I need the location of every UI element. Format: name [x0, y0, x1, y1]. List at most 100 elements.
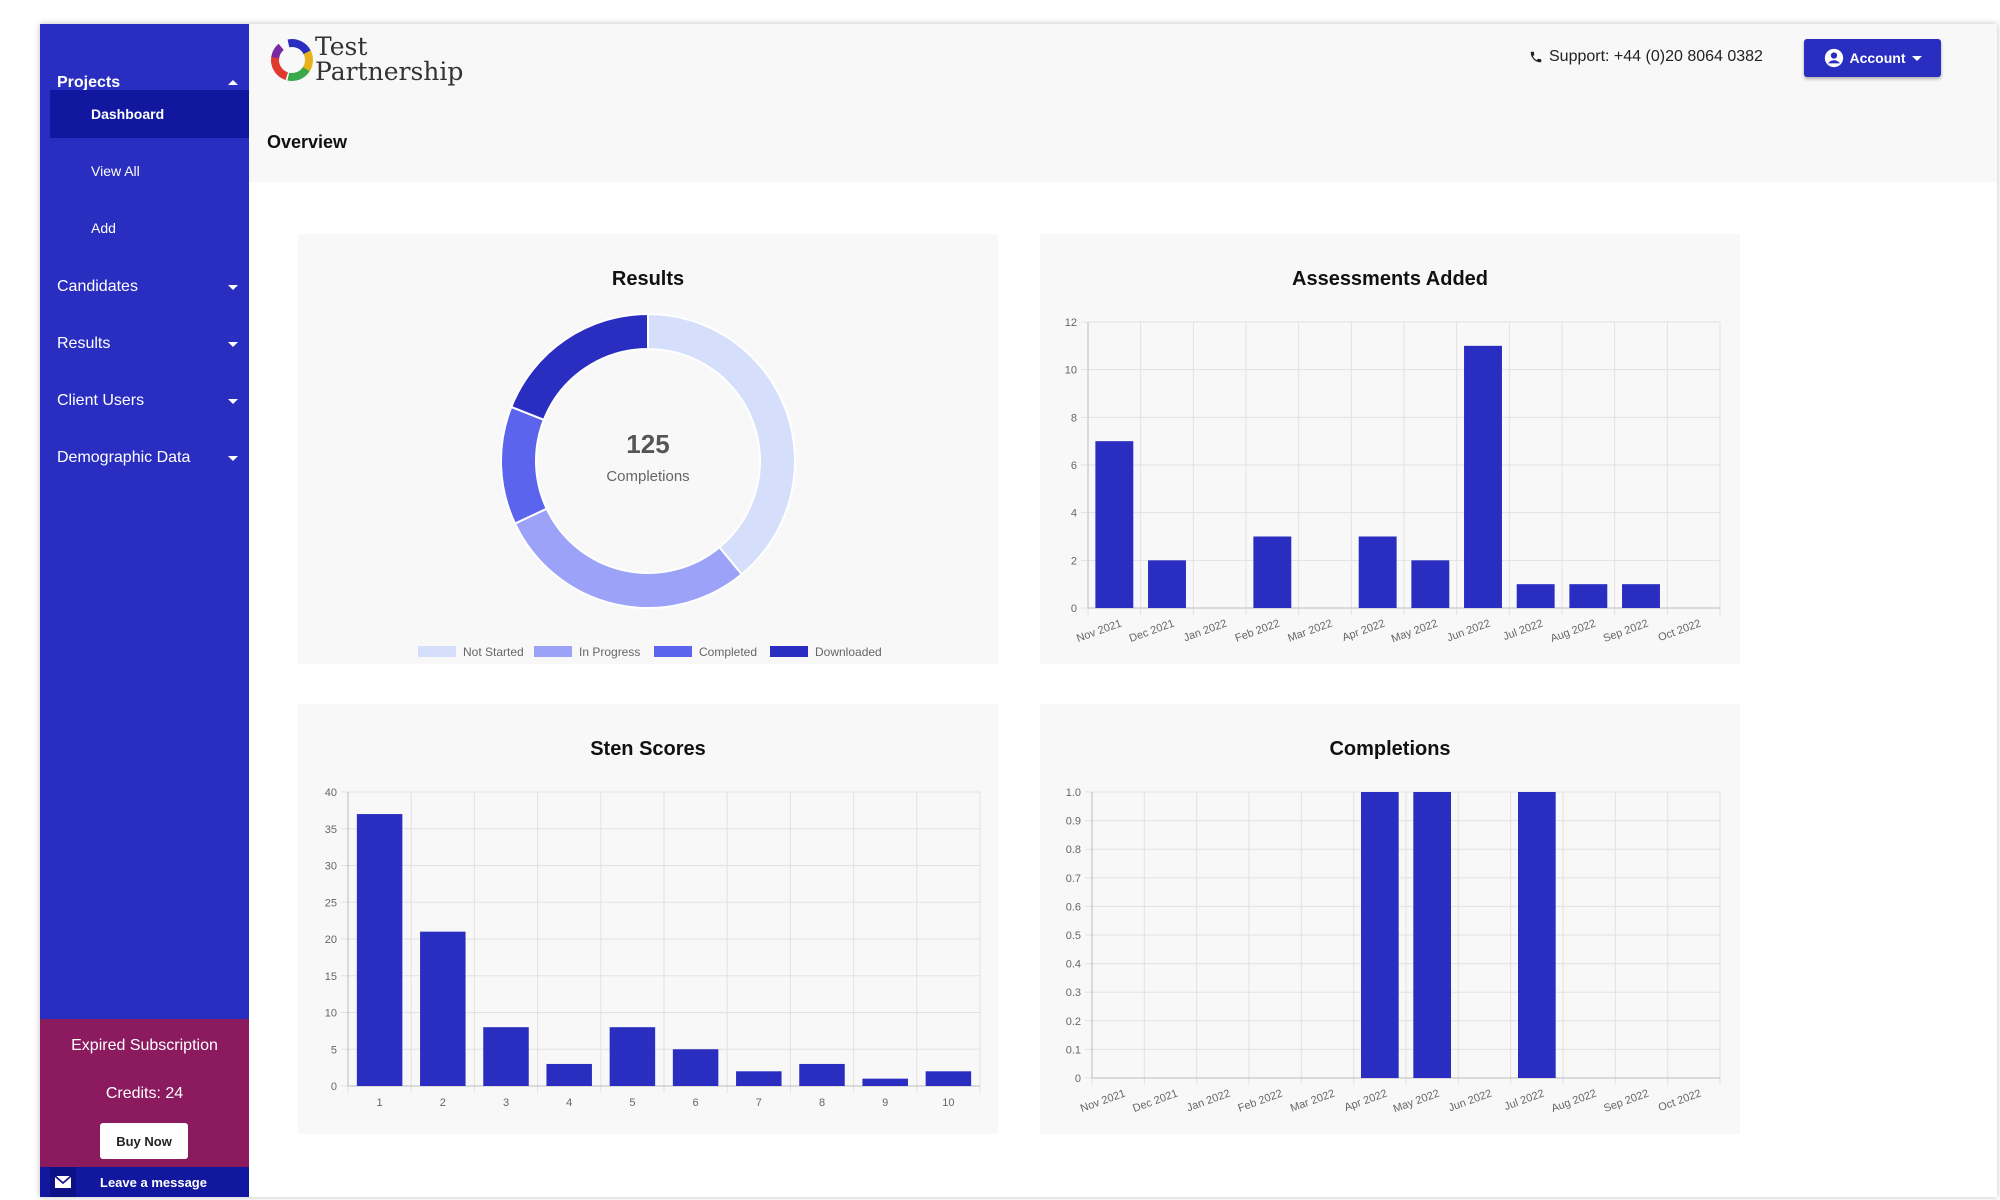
x-tick-label: Nov 2021: [1075, 618, 1123, 645]
legend-swatch: [534, 646, 572, 657]
y-tick-label: 4: [1071, 508, 1077, 520]
y-tick-label: 0.9: [1066, 816, 1081, 828]
chart-title: Completions: [1329, 738, 1451, 760]
account-button[interactable]: Account: [1804, 39, 1941, 77]
x-tick-label: 6: [693, 1097, 699, 1109]
y-tick-label: 1.0: [1066, 787, 1081, 799]
x-tick-label: Jan 2022: [1185, 1088, 1232, 1115]
results-card: Results 125 Completions Not Started In Prog…: [298, 234, 998, 664]
donut-slice: [500, 405, 548, 525]
y-tick-label: 30: [325, 861, 337, 873]
chevron-down-icon: [1911, 55, 1922, 61]
x-tick-label: 3: [503, 1097, 509, 1109]
sidebar-item-label: Client Users: [57, 392, 145, 409]
sidebar-item-view-all[interactable]: View All: [50, 147, 249, 195]
subscription-panel: Expired Subscription Credits: 24 Buy Now: [40, 1019, 249, 1167]
chevron-down-icon: [228, 285, 238, 290]
support-text: Support: +44 (0)20 8064 0382: [1549, 48, 1763, 65]
x-tick-label: Dec 2021: [1128, 618, 1176, 645]
logo-line-2: Partnership: [315, 57, 464, 86]
x-tick-label: Jun 2022: [1447, 1088, 1494, 1115]
sten-scores-bar-chart: 0 5 10 15 20 25 30 35 40 1 2 3 4 5 6 7 8 9 10: [325, 787, 981, 1109]
sidebar-item-demographic-data[interactable]: Demographic Data: [40, 433, 249, 483]
account-label: Account: [1849, 50, 1906, 66]
x-tick-label: Aug 2022: [1549, 618, 1597, 645]
y-tick-label: 5: [331, 1044, 337, 1056]
chevron-down-icon: [228, 399, 238, 404]
chart-title: Assessments Added: [1292, 268, 1488, 290]
y-tick-label: 0: [1071, 603, 1077, 615]
x-tick-label: 5: [629, 1097, 635, 1109]
bar: [925, 1071, 972, 1086]
bar: [1622, 584, 1660, 608]
company-logo-icon: [271, 39, 313, 81]
y-tick-label: 0.6: [1066, 901, 1081, 913]
sidebar-item-label: Dashboard: [91, 106, 165, 122]
donut-slice: [510, 312, 649, 422]
y-tick-label: 0.7: [1066, 873, 1081, 885]
chart-title: Sten Scores: [590, 738, 706, 760]
sidebar-item-results[interactable]: Results: [40, 319, 249, 369]
x-tick-label: May 2022: [1392, 1088, 1442, 1116]
y-tick-label: 0: [1075, 1073, 1081, 1085]
x-tick-label: Sep 2022: [1602, 618, 1650, 645]
x-tick-label: 2: [440, 1097, 446, 1109]
x-tick-label: Nov 2021: [1079, 1088, 1127, 1115]
bar: [1360, 792, 1399, 1078]
sidebar-item-projects[interactable]: Projects: [40, 58, 249, 108]
chart-title: Results: [611, 268, 685, 290]
y-tick-label: 10: [1065, 365, 1077, 377]
x-tick-label: 9: [882, 1097, 888, 1109]
center-value: 125: [626, 429, 669, 459]
completions-bar-chart: 0 0.1 0.2 0.3 0.4 0.5 0.6 0.7 0.8 0.9 1.0 Nov 2021 D…: [1066, 787, 1721, 1116]
y-tick-label: 0.8: [1066, 844, 1081, 856]
bar: [672, 1049, 719, 1086]
sidebar-item-label: Projects: [57, 74, 121, 91]
sidebar-item-add[interactable]: Add: [50, 204, 249, 252]
x-tick-label: Apr 2022: [1343, 1088, 1389, 1115]
legend-label: Downloaded: [815, 645, 882, 659]
y-tick-label: 0.5: [1066, 930, 1081, 942]
sidebar-item-dashboard[interactable]: Dashboard: [50, 90, 249, 138]
sidebar-item-candidates[interactable]: Candidates: [40, 262, 249, 312]
legend-label: Completed: [699, 645, 757, 659]
x-tick-label: Feb 2022: [1236, 1088, 1284, 1115]
bar: [420, 931, 466, 1086]
envelope-icon: [50, 1167, 76, 1197]
logo-line-1: Test: [315, 32, 368, 61]
bar: [1413, 792, 1452, 1078]
leave-message-label: Leave a message: [100, 1174, 207, 1190]
legend-swatch: [418, 646, 456, 657]
bar: [1569, 584, 1608, 608]
y-tick-label: 8: [1071, 412, 1077, 424]
bar: [1358, 536, 1397, 608]
x-tick-label: Jun 2022: [1445, 618, 1492, 645]
y-tick-label: 0.2: [1066, 1016, 1081, 1028]
bar: [1411, 560, 1450, 608]
bar: [1148, 560, 1186, 608]
bar: [609, 1027, 656, 1086]
y-tick-label: 15: [325, 971, 337, 983]
sidebar-item-client-users[interactable]: Client Users: [40, 376, 249, 426]
sidebar-item-label: Results: [57, 335, 111, 352]
company-logo-text: Test Partnership: [315, 34, 463, 84]
y-tick-label: 0.1: [1066, 1044, 1081, 1056]
y-tick-label: 6: [1071, 460, 1077, 472]
x-tick-label: Dec 2021: [1131, 1088, 1179, 1115]
leave-message-button[interactable]: Leave a message: [40, 1167, 249, 1197]
x-tick-label: Jan 2022: [1182, 618, 1229, 645]
bar: [356, 814, 403, 1086]
support-phone: Support: +44 (0)20 8064 0382: [1529, 48, 1763, 66]
sidebar-item-label: Demographic Data: [57, 449, 191, 466]
legend-label: In Progress: [579, 645, 640, 659]
x-tick-label: May 2022: [1390, 618, 1440, 646]
bar: [736, 1071, 782, 1086]
x-tick-label: Apr 2022: [1341, 618, 1387, 645]
bar: [1517, 792, 1556, 1078]
y-tick-label: 2: [1071, 555, 1077, 567]
assessments-card: Assessments Added 0 2 4 6 8 10 12 Nov 2021 Dec 2…: [1040, 234, 1740, 664]
chevron-down-icon: [228, 456, 238, 461]
sidebar-item-label: Add: [91, 220, 116, 236]
legend-swatch: [654, 646, 692, 657]
buy-now-button[interactable]: Buy Now: [100, 1123, 188, 1159]
